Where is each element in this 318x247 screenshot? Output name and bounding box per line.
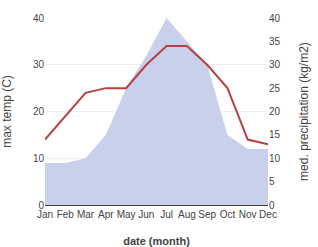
svg-text:Dec: Dec: [259, 209, 277, 220]
svg-text:Jul: Jul: [160, 209, 173, 220]
svg-text:Apr: Apr: [98, 209, 114, 220]
svg-text:Mar: Mar: [77, 209, 95, 220]
svg-text:40: 40: [33, 13, 45, 24]
svg-text:0: 0: [269, 200, 275, 211]
svg-text:30: 30: [33, 59, 45, 70]
svg-text:Jun: Jun: [138, 209, 154, 220]
svg-text:35: 35: [269, 36, 281, 47]
svg-text:Aug: Aug: [178, 209, 196, 220]
svg-text:Nov: Nov: [239, 209, 257, 220]
svg-text:Jan: Jan: [37, 209, 53, 220]
svg-text:Feb: Feb: [57, 209, 75, 220]
svg-text:5: 5: [269, 176, 275, 187]
svg-text:Sep: Sep: [198, 209, 216, 220]
svg-text:May: May: [117, 209, 136, 220]
svg-text:25: 25: [269, 83, 281, 94]
svg-text:30: 30: [269, 59, 281, 70]
svg-text:20: 20: [269, 106, 281, 117]
svg-text:date (month): date (month): [123, 235, 190, 247]
svg-text:10: 10: [269, 153, 281, 164]
svg-text:max temp (C): max temp (C): [0, 75, 14, 148]
svg-text:10: 10: [33, 153, 45, 164]
svg-text:20: 20: [33, 106, 45, 117]
svg-text:40: 40: [269, 13, 281, 24]
svg-text:Oct: Oct: [220, 209, 236, 220]
svg-text:0: 0: [38, 200, 44, 211]
svg-text:med. precipitation (kg/m2): med. precipitation (kg/m2): [297, 42, 311, 181]
svg-text:15: 15: [269, 129, 281, 140]
